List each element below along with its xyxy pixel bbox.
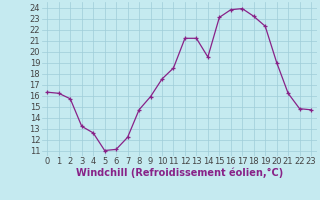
X-axis label: Windchill (Refroidissement éolien,°C): Windchill (Refroidissement éolien,°C) — [76, 168, 283, 178]
